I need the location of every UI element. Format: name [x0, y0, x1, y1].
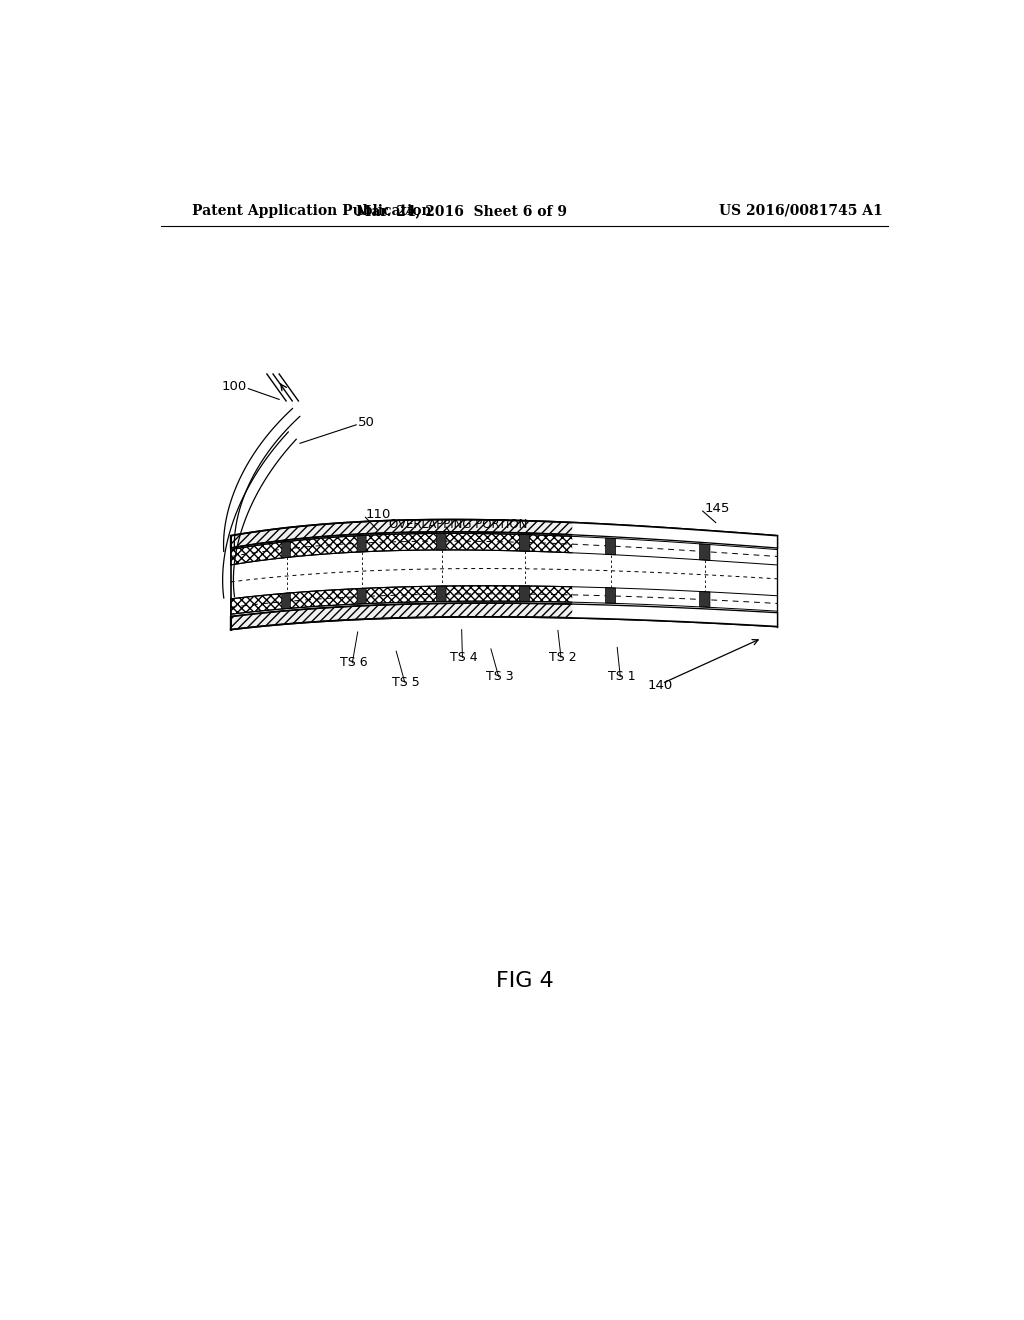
Polygon shape [605, 587, 615, 603]
Polygon shape [699, 544, 710, 561]
Polygon shape [699, 591, 710, 607]
Text: TS 3: TS 3 [486, 671, 514, 684]
Polygon shape [230, 603, 777, 630]
Text: TS 5: TS 5 [392, 676, 420, 689]
Text: OVERLAPPING PORTION: OVERLAPPING PORTION [388, 519, 527, 532]
Text: TS 6: TS 6 [340, 656, 368, 669]
Polygon shape [519, 535, 529, 552]
Polygon shape [572, 523, 777, 627]
Text: 100: 100 [221, 380, 247, 393]
Polygon shape [357, 536, 367, 552]
Polygon shape [230, 586, 777, 614]
Polygon shape [230, 533, 777, 565]
Text: Patent Application Publication: Patent Application Publication [193, 203, 432, 218]
Polygon shape [519, 586, 529, 602]
Polygon shape [436, 533, 446, 550]
Polygon shape [230, 520, 777, 548]
Text: FIG 4: FIG 4 [496, 970, 554, 991]
Text: 110: 110 [366, 508, 391, 521]
Polygon shape [436, 586, 446, 602]
Polygon shape [282, 541, 291, 558]
Text: TS 4: TS 4 [451, 651, 478, 664]
Text: US 2016/0081745 A1: US 2016/0081745 A1 [719, 203, 883, 218]
Polygon shape [282, 593, 291, 609]
Polygon shape [357, 589, 367, 605]
Text: 50: 50 [357, 416, 375, 429]
Text: Mar. 24, 2016  Sheet 6 of 9: Mar. 24, 2016 Sheet 6 of 9 [356, 203, 567, 218]
Text: TS 2: TS 2 [549, 651, 577, 664]
Text: TS 1: TS 1 [608, 671, 636, 684]
Text: 145: 145 [705, 502, 729, 515]
Polygon shape [605, 539, 615, 554]
Polygon shape [230, 532, 777, 616]
Text: 140: 140 [648, 680, 673, 693]
